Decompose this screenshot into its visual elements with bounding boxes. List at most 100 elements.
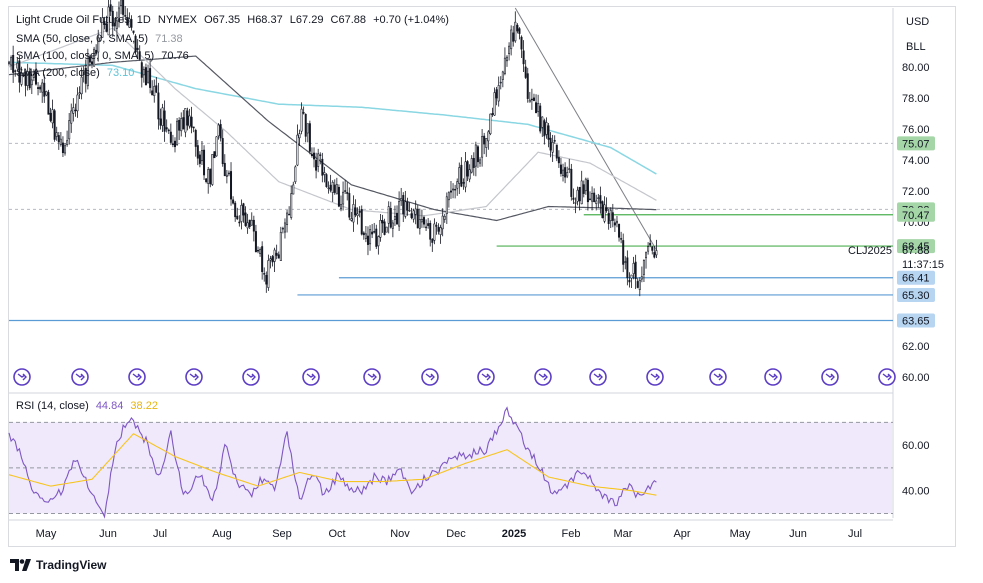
indicator-legend-sma200[interactable]: SMA (200, close) 73.10 (16, 67, 138, 79)
candle (595, 194, 598, 211)
candle-body (184, 108, 187, 133)
candle (393, 205, 396, 226)
candle (603, 196, 606, 224)
price-tick-label: 74.00 (902, 155, 930, 167)
candle (180, 112, 183, 137)
candle-body (68, 120, 71, 140)
candle (632, 256, 635, 280)
candle (481, 129, 484, 167)
candle (584, 177, 587, 195)
candle (215, 136, 218, 157)
candle-body (302, 112, 305, 114)
price-tick-label: 78.00 (902, 93, 930, 105)
candle (649, 234, 652, 248)
event-marker-icon[interactable] (764, 368, 782, 386)
candle-body (358, 210, 361, 213)
rsi-tick-label: 60.00 (902, 440, 930, 452)
candle-body (167, 129, 170, 132)
candle-body (624, 261, 627, 263)
candle (352, 195, 355, 232)
candle-body (599, 195, 602, 204)
candle (377, 235, 380, 255)
candle-body (553, 140, 556, 142)
candle-body (109, 4, 112, 12)
candle (412, 208, 415, 223)
tradingview-icon (10, 559, 31, 571)
indicator-legend-sma100[interactable]: SMA (100, close, 0, SMA, 5) 70.76 (16, 50, 193, 62)
event-marker-icon[interactable] (709, 368, 727, 386)
candle (32, 69, 35, 82)
candle (391, 219, 394, 238)
candle-body (346, 192, 349, 194)
candle (57, 131, 60, 150)
event-marker-icon[interactable] (242, 368, 260, 386)
candle-body (613, 222, 616, 226)
candle-body (16, 62, 19, 69)
indicator-legend-sma50[interactable]: SMA (50, close, 0, SMA, 5) 71.38 (16, 33, 187, 45)
candle-body (12, 54, 15, 73)
candle-body (132, 30, 135, 33)
candle-body (99, 37, 102, 41)
event-marker-icon[interactable] (185, 368, 203, 386)
candle (526, 67, 529, 103)
candle-body (651, 246, 654, 251)
candle (433, 218, 436, 245)
candle-body (14, 70, 17, 72)
candle (294, 165, 297, 184)
candle-body (213, 151, 216, 159)
candle (140, 60, 143, 88)
candle (429, 220, 432, 247)
candle-body (211, 154, 214, 185)
candle (147, 64, 150, 84)
candle (256, 246, 259, 254)
candle (578, 186, 581, 211)
event-marker-icon[interactable] (477, 368, 495, 386)
candle (420, 209, 423, 228)
candle (640, 266, 643, 283)
trend-line (514, 7, 657, 251)
event-marker-icon[interactable] (421, 368, 439, 386)
candle-body (53, 110, 56, 140)
candle (555, 144, 558, 162)
candle-body (404, 201, 407, 217)
event-marker-icon[interactable] (128, 368, 146, 386)
event-marker-icon[interactable] (821, 368, 839, 386)
event-marker-icon[interactable] (71, 368, 89, 386)
event-marker-icon[interactable] (363, 368, 381, 386)
candle (217, 123, 220, 140)
unit-label[interactable]: BLL (906, 41, 926, 53)
event-marker-icon[interactable] (878, 368, 896, 386)
candle-body (481, 136, 484, 158)
candle-body (49, 112, 52, 121)
candle (634, 254, 637, 290)
candle-body (653, 252, 656, 258)
candle (564, 162, 567, 184)
candle-body (483, 135, 486, 145)
event-marker-icon[interactable] (302, 368, 320, 386)
tradingview-logo[interactable]: TradingView (10, 558, 106, 572)
symbol-legend[interactable]: Light Crude Oil Futures 1D NYMEX O67.35 … (16, 14, 453, 26)
candle-body (549, 137, 552, 151)
currency-label[interactable]: USD (906, 16, 930, 28)
candle-body (26, 71, 29, 86)
candle (613, 218, 616, 232)
ohlc-high: H68.37 (247, 14, 283, 26)
candle-body (545, 122, 548, 135)
candle (149, 58, 152, 94)
candle (91, 56, 94, 69)
candle-body (526, 73, 529, 99)
candle (551, 134, 554, 162)
candle-body (317, 153, 320, 167)
event-marker-icon[interactable] (534, 368, 552, 386)
event-marker-icon[interactable] (646, 368, 664, 386)
candle (597, 193, 600, 208)
candle-body (495, 89, 498, 99)
candle-body (331, 181, 334, 193)
candle-body (269, 258, 272, 261)
event-marker-icon[interactable] (589, 368, 607, 386)
candle-body (460, 164, 463, 187)
bar-countdown-label: 11:37:15 (902, 259, 944, 271)
event-marker-icon[interactable] (13, 368, 31, 386)
rsi-legend[interactable]: RSI (14, close) 44.84 38.22 (16, 400, 162, 412)
